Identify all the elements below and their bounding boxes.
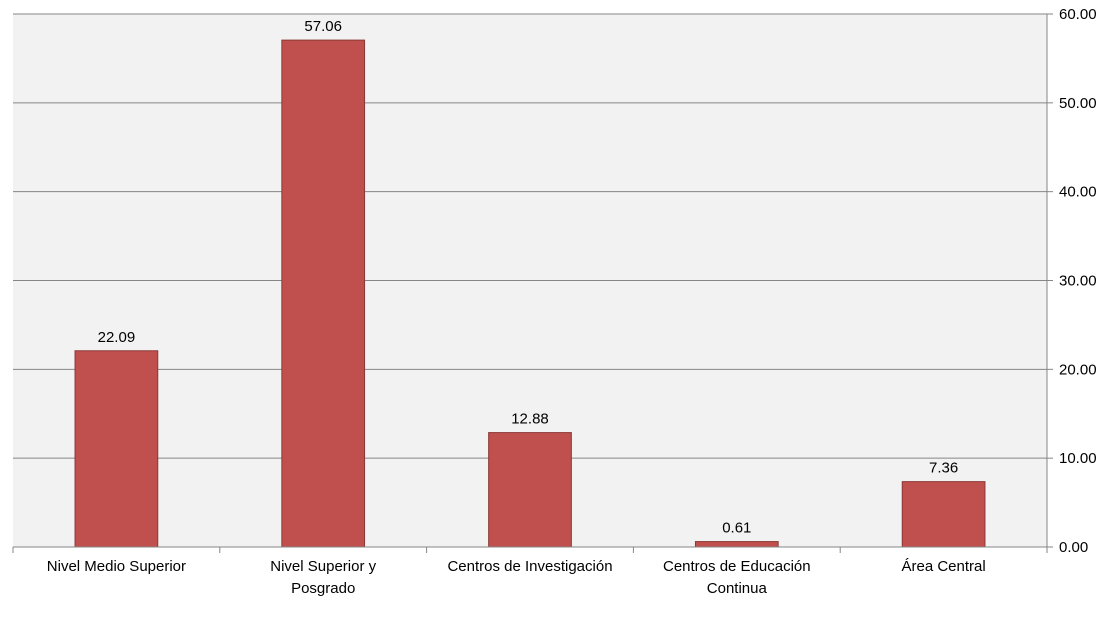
category-label: Continua	[707, 580, 768, 597]
category-label: Nivel Medio Superior	[47, 558, 186, 575]
y-tick-label: 60.00	[1059, 6, 1097, 23]
data-label: 22.09	[98, 329, 136, 346]
y-tick-label: 10.00	[1059, 450, 1097, 467]
bar	[901, 481, 986, 548]
category-label: Área Central	[901, 558, 985, 575]
data-label: 7.36	[929, 460, 958, 477]
bar	[281, 39, 366, 548]
category-label: Centros de Educación	[663, 558, 811, 575]
data-label: 12.88	[511, 411, 549, 428]
data-label: 0.61	[722, 520, 751, 537]
data-label: 57.06	[304, 18, 342, 35]
bar	[694, 541, 779, 548]
bar	[488, 432, 572, 548]
category-label: Posgrado	[291, 580, 355, 597]
y-tick-label: 0.00	[1059, 539, 1088, 556]
y-tick-label: 40.00	[1059, 184, 1097, 201]
y-tick-label: 50.00	[1059, 95, 1097, 112]
category-label: Nivel Superior y	[270, 558, 376, 575]
y-tick-label: 30.00	[1059, 273, 1097, 290]
category-label: Centros de Investigación	[447, 558, 612, 575]
y-tick-label: 20.00	[1059, 361, 1097, 378]
bar	[74, 350, 159, 548]
